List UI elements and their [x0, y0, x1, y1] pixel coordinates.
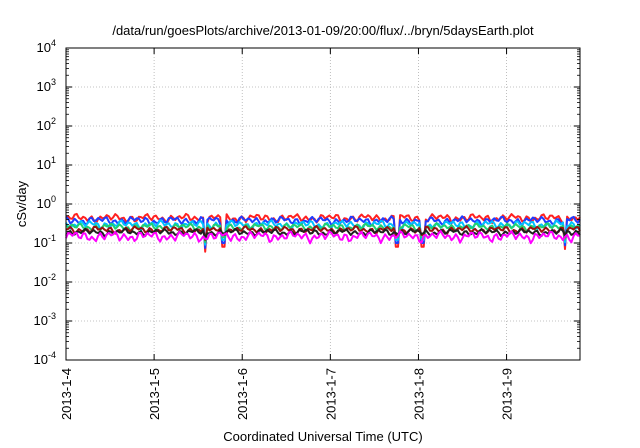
series-line [65, 227, 581, 239]
x-tick-label: 2013-1-7 [323, 368, 338, 420]
y-tick-label: 10-3 [34, 311, 56, 328]
y-tick-label: 10-1 [34, 233, 56, 250]
x-tick-label: 2013-1-9 [500, 368, 515, 420]
y-tick-label: 101 [37, 155, 56, 172]
y-tick-label: 10-2 [34, 272, 56, 289]
y-tick-label: 10-4 [34, 350, 56, 367]
x-axis: 2013-1-4 2013-1-5 2013-1-6 2013-1-7 2013-1-8… [59, 48, 515, 420]
y-axis-label: cSv/day [14, 180, 29, 227]
series-group [65, 212, 581, 253]
x-tick-label: 2013-1-5 [147, 368, 162, 420]
series-line [65, 225, 581, 241]
y-tick-label: 104 [37, 38, 56, 55]
x-axis-label: Coordinated Universal Time (UTC) [223, 429, 422, 444]
grid [66, 48, 580, 360]
plot-frame [65, 47, 581, 361]
x-tick-label: 2013-1-4 [59, 368, 74, 420]
x-tick-label: 2013-1-8 [411, 368, 426, 420]
series-line [65, 230, 581, 245]
y-tick-label: 100 [37, 194, 56, 211]
y-tick-label: 102 [37, 116, 56, 133]
chart-title: /data/run/goesPlots/archive/2013-01-09/2… [112, 23, 534, 38]
y-tick-label: 103 [37, 77, 56, 94]
y-axis: 10-4 10-3 10-2 10-1 100 101 102 103 104 [34, 38, 580, 367]
x-tick-label: 2013-1-6 [235, 368, 250, 420]
